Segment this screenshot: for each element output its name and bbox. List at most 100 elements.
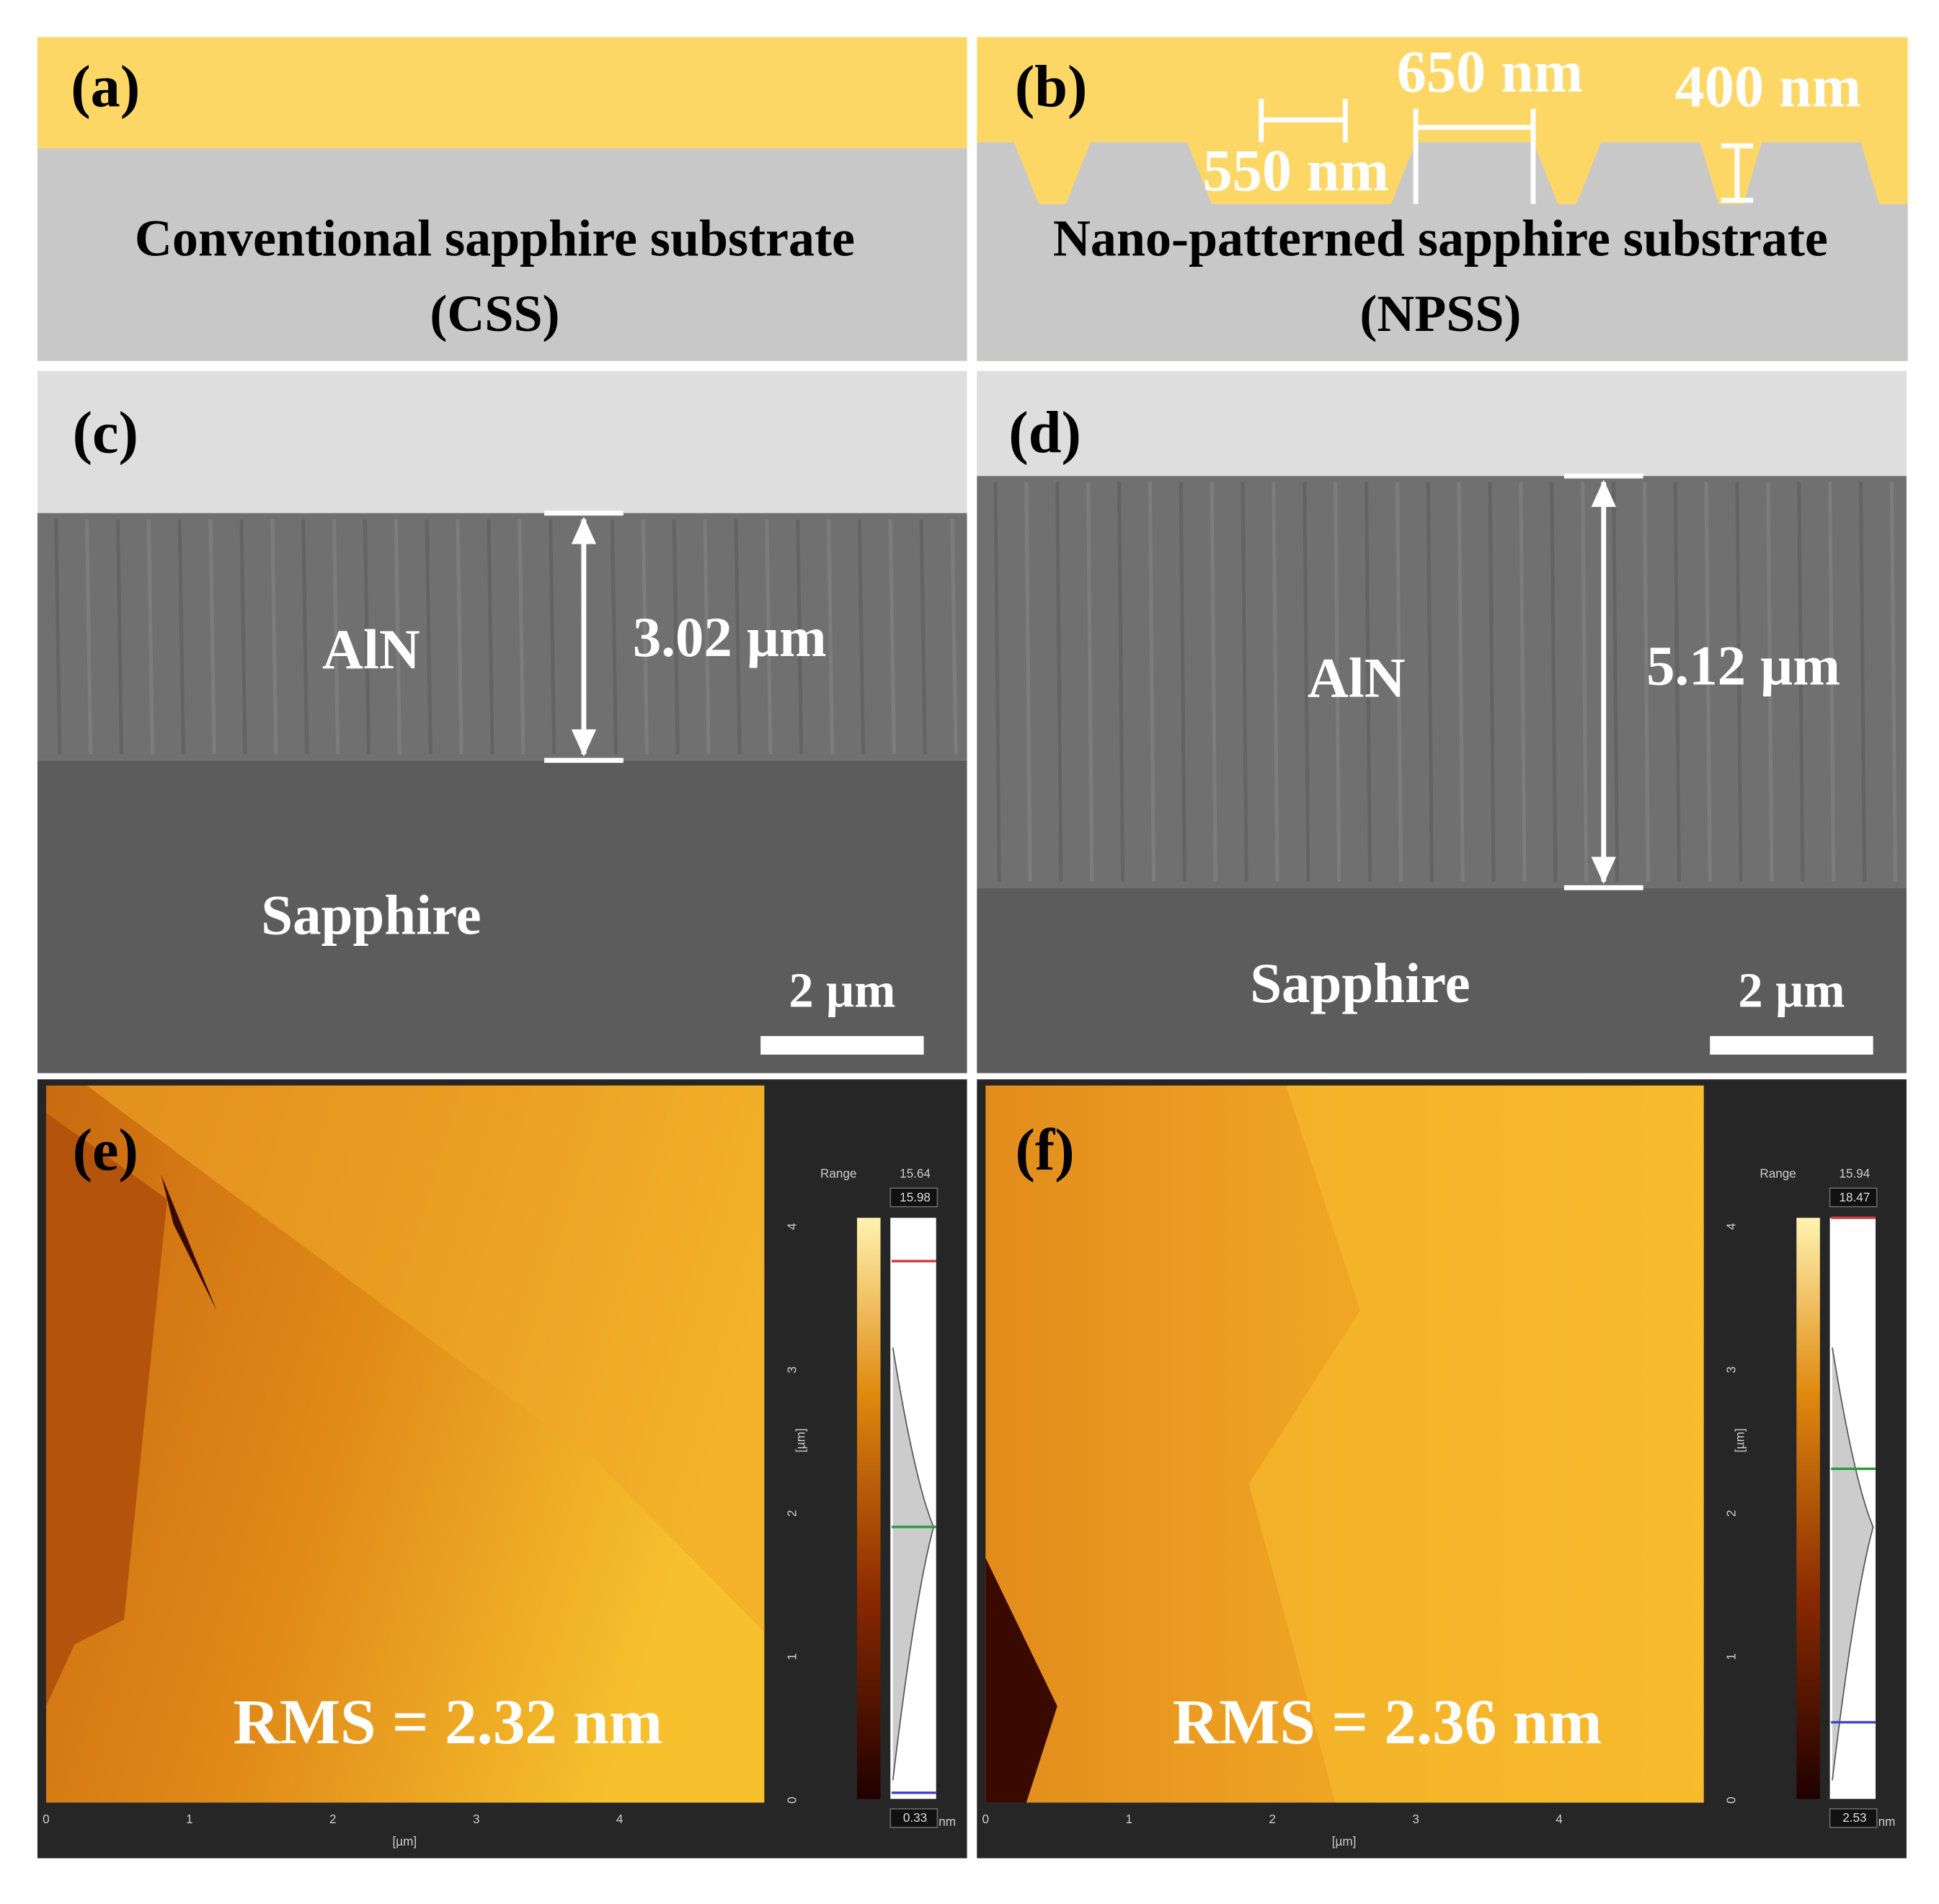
texture (1889, 482, 1898, 882)
texture (1210, 482, 1217, 882)
min-box (889, 1808, 939, 1828)
max-box (1829, 1187, 1878, 1208)
y-tick-label: 4 (784, 1223, 799, 1230)
sem-panel: (c) AlN 3.02 µm Sapphire 2 µm (37, 371, 967, 1073)
texture (919, 519, 927, 755)
scale-bar-label: 2 µm (1738, 962, 1845, 1017)
texture (1519, 482, 1527, 882)
texture (1581, 482, 1589, 882)
texture (1179, 482, 1186, 882)
texture (1334, 482, 1341, 882)
panel-label: (e) (73, 1117, 138, 1182)
arrow-head (571, 516, 597, 544)
dimension-label: 400 nm (1675, 54, 1861, 120)
panel-label: (f) (1016, 1117, 1075, 1182)
texture (1024, 482, 1032, 882)
x-tick-label: 1 (186, 1812, 193, 1826)
texture (301, 519, 309, 755)
x-tick-label: 0 (982, 1812, 990, 1826)
color-bar (856, 1218, 881, 1799)
texture (1086, 482, 1094, 882)
y-tick-label: 4 (1724, 1223, 1739, 1230)
y-tick-label: 2 (784, 1510, 799, 1517)
texture (993, 482, 1001, 882)
panel-b: (b) 650 nm 400 nm 550 nm Nano-patterned sapp… (977, 37, 1908, 361)
y-tick-label: 1 (784, 1653, 799, 1660)
texture (1735, 482, 1743, 882)
texture (1766, 482, 1774, 882)
sapphire (37, 760, 967, 1073)
max-box (889, 1187, 939, 1208)
texture (1055, 482, 1063, 882)
thickness-label: 5.12 µm (1646, 634, 1840, 697)
texture (765, 519, 773, 755)
x-tick-label: 4 (1556, 1812, 1563, 1826)
color-bar (1796, 1218, 1820, 1799)
terrace (45, 1085, 168, 1803)
texture (332, 519, 340, 755)
rms-label: RMS = 2.32 nm (233, 1687, 662, 1758)
texture (826, 519, 835, 755)
texture (518, 519, 525, 755)
texture (115, 519, 124, 755)
texture (1426, 482, 1434, 882)
texture (1148, 482, 1156, 882)
texture (239, 519, 247, 755)
axis-unit: [µm] (793, 1428, 807, 1453)
texture (1457, 482, 1465, 882)
texture (1858, 482, 1867, 882)
step-shadow (161, 1174, 217, 1311)
afm-panel: 0 1 2 3 4 0 1 2 3 4 [µm] [µm] Range 15.94 18.47 2.53 nm (… (977, 1079, 1907, 1859)
panel-label: (c) (73, 400, 138, 466)
panel-label: (d) (1008, 400, 1081, 466)
substrate-abbr: (NPSS) (1359, 285, 1521, 342)
range-value: 15.94 (1839, 1166, 1870, 1181)
texture (54, 519, 62, 755)
range-label: Range (1760, 1166, 1796, 1181)
x-tick-label: 3 (473, 1812, 480, 1826)
min-value: 0.33 (903, 1810, 927, 1825)
texture (425, 519, 432, 755)
texture (208, 519, 216, 755)
patterned-substrate (977, 142, 1908, 361)
substrate (37, 148, 967, 361)
texture (1642, 482, 1651, 882)
texture (1828, 482, 1836, 882)
histogram-curve (892, 1347, 935, 1781)
texture (84, 519, 93, 755)
panel-a: (a) Conventional sapphire substrate (CSS) (37, 37, 967, 361)
texture (672, 519, 680, 755)
panel-label: (b) (1015, 54, 1088, 120)
x-tick-label: 1 (1125, 1812, 1132, 1826)
substrate-name: Nano-patterned sapphire substrate (1053, 209, 1828, 267)
arrow-head (1591, 479, 1616, 508)
texture (456, 519, 463, 755)
texture (1364, 482, 1372, 882)
dimension-label: 650 nm (1397, 39, 1583, 105)
sem-panel: (d) AlN 5.12 µm Sapphire 2 µm (977, 371, 1907, 1073)
afm-panel: 0 1 2 3 4 0 1 2 3 4 [µm] [µm] Range 15.64 15.98 0.33 nm (… (37, 1079, 967, 1859)
texture (610, 519, 618, 755)
dimension-label: 550 nm (1203, 138, 1389, 203)
range-label: Range (820, 1166, 856, 1181)
film (37, 37, 967, 149)
substrate-abbr: (CSS) (430, 285, 559, 342)
aln-layer (37, 513, 967, 761)
texture (1797, 482, 1805, 882)
y-tick-label: 1 (1724, 1653, 1739, 1660)
y-tick-label: 2 (1724, 1510, 1739, 1517)
range-value: 15.64 (900, 1166, 931, 1181)
histogram-curve (1832, 1347, 1874, 1781)
background-top (977, 371, 1907, 477)
y-tick-label: 3 (784, 1366, 799, 1373)
terrace (86, 1085, 765, 1632)
texture (549, 519, 556, 755)
axis-unit: [µm] (392, 1834, 417, 1848)
texture (487, 519, 494, 755)
axis-unit: [µm] (1733, 1428, 1747, 1453)
texture (146, 519, 155, 755)
layer-label: AlN (1308, 647, 1406, 709)
max-value: 15.98 (900, 1190, 931, 1204)
y-tick-label: 0 (1724, 1797, 1739, 1804)
